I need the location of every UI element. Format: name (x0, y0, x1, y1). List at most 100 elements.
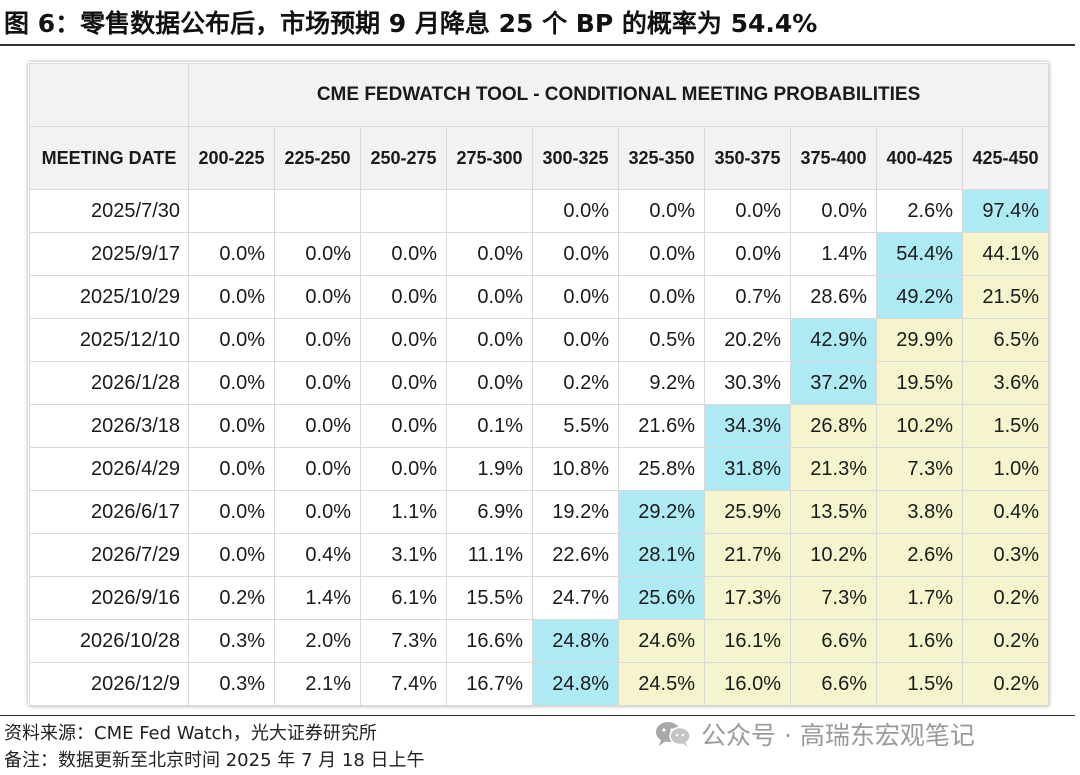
probability-cell: 21.3% (790, 447, 877, 491)
probability-cell: 3.1% (360, 533, 447, 577)
probability-cell: 7.3% (360, 619, 447, 663)
meeting-date-cell: 2025/12/10 (29, 318, 189, 362)
probability-cell: 34.3% (704, 404, 791, 448)
probability-cell: 0.0% (188, 318, 275, 362)
probability-cell: 3.8% (876, 490, 963, 534)
probability-cell: 0.0% (274, 447, 361, 491)
probability-cell: 0.0% (188, 232, 275, 276)
probability-cell: 25.8% (618, 447, 705, 491)
probability-cell (446, 189, 533, 233)
probability-cell: 2.6% (876, 189, 963, 233)
probability-cell: 16.6% (446, 619, 533, 663)
probability-cell: 24.8% (532, 619, 619, 663)
rate-range-header: 275-300 (446, 126, 533, 190)
probability-cell: 0.0% (618, 232, 705, 276)
probability-cell: 0.0% (532, 275, 619, 319)
probability-cell: 19.5% (876, 361, 963, 405)
rate-range-header: 225-250 (274, 126, 361, 190)
watermark-text: 公众号 · 高瑞东宏观笔记 (701, 721, 975, 750)
probability-cell: 0.3% (188, 662, 275, 706)
probability-cell: 2.6% (876, 533, 963, 577)
probability-cell: 0.3% (188, 619, 275, 663)
table-row: 2025/9/17 0.0% 0.0% 0.0% 0.0% 0.0% 0.0% 0.0% 1.4… (29, 232, 1050, 276)
probability-cell: 24.6% (618, 619, 705, 663)
table-row: 2025/12/10 0.0% 0.0% 0.0% 0.0% 0.0% 0.5% 20.2% 4… (29, 318, 1050, 362)
probability-cell: 0.0% (532, 189, 619, 233)
probability-cell: 19.2% (532, 490, 619, 534)
probability-cell: 0.0% (274, 232, 361, 276)
probability-cell: 1.4% (790, 232, 877, 276)
probability-cell: 6.1% (360, 576, 447, 620)
probability-cell: 0.0% (274, 361, 361, 405)
title-rule (0, 44, 1075, 46)
table-row: 2026/4/29 0.0% 0.0% 0.0% 1.9% 10.8% 25.8% 31.8%… (29, 447, 1050, 491)
table-row: 2026/3/18 0.0% 0.0% 0.0% 0.1% 5.5% 21.6% 34.3% 2… (29, 404, 1050, 448)
meeting-date-cell: 2025/10/29 (29, 275, 189, 319)
probability-cell: 28.1% (618, 533, 705, 577)
probability-cell: 1.5% (961, 404, 1050, 448)
probability-cell: 24.5% (618, 662, 705, 706)
table-row: 2025/10/29 0.0% 0.0% 0.0% 0.0% 0.0% 0.0% 0.7% 28… (29, 275, 1050, 319)
probability-cell: 10.8% (532, 447, 619, 491)
table-row: 2026/9/16 0.2% 1.4% 6.1% 15.5% 24.7% 25.6% 17.3… (29, 576, 1050, 620)
probability-cell: 11.1% (446, 533, 533, 577)
probability-cell: 10.2% (876, 404, 963, 448)
probability-cell: 16.1% (704, 619, 791, 663)
probability-cell: 16.0% (704, 662, 791, 706)
tool-title: CME FEDWATCH TOOL - CONDITIONAL MEETING … (187, 63, 1050, 127)
probability-cell: 5.5% (532, 404, 619, 448)
probability-cell: 0.0% (274, 318, 361, 362)
probability-cell: 0.5% (618, 318, 705, 362)
meeting-date-cell: 2025/9/17 (29, 232, 189, 276)
table-row: 2026/10/28 0.3% 2.0% 7.3% 16.6% 24.8% 24.6% 16.… (29, 619, 1050, 663)
probability-cell: 28.6% (790, 275, 877, 319)
probability-cell: 20.2% (704, 318, 791, 362)
probability-cell: 9.2% (618, 361, 705, 405)
probability-cell: 0.2% (961, 619, 1050, 663)
probability-cell: 6.6% (790, 619, 877, 663)
probability-cell: 0.0% (360, 361, 447, 405)
probability-cell: 24.8% (532, 662, 619, 706)
meeting-date-cell: 2026/12/9 (29, 662, 189, 706)
probability-cell: 22.6% (532, 533, 619, 577)
probability-cell: 0.0% (188, 404, 275, 448)
rate-range-header: 425-450 (961, 126, 1050, 190)
probability-cell: 0.0% (704, 232, 791, 276)
rate-range-header: 350-375 (704, 126, 791, 190)
probability-cell: 0.0% (274, 275, 361, 319)
probability-cell: 42.9% (790, 318, 877, 362)
probability-cell: 0.0% (188, 447, 275, 491)
probability-cell: 3.6% (961, 361, 1050, 405)
probability-cell: 1.0% (961, 447, 1050, 491)
probability-cell: 0.0% (360, 318, 447, 362)
meeting-date-cell: 2025/7/30 (29, 189, 189, 233)
probability-cell: 29.9% (876, 318, 963, 362)
probability-cell: 0.0% (360, 275, 447, 319)
meeting-date-cell: 2026/10/28 (29, 619, 189, 663)
probability-cell: 0.0% (274, 490, 361, 534)
probability-cell: 0.0% (188, 490, 275, 534)
table-row: 2026/12/9 0.3% 2.1% 7.4% 16.7% 24.8% 24.5% 16.0… (29, 662, 1050, 706)
rate-range-header: 325-350 (618, 126, 705, 190)
meeting-date-cell: 2026/7/29 (29, 533, 189, 577)
table-row: 2026/7/29 0.0% 0.4% 3.1% 11.1% 22.6% 28.1% 21.7… (29, 533, 1050, 577)
probability-cell: 0.0% (618, 275, 705, 319)
probability-cell: 6.6% (790, 662, 877, 706)
rate-range-header: 250-275 (360, 126, 447, 190)
probability-cell: 1.7% (876, 576, 963, 620)
probability-cell: 0.0% (360, 232, 447, 276)
probability-cell: 0.2% (961, 662, 1050, 706)
probability-cell: 7.4% (360, 662, 447, 706)
probability-cell: 1.4% (274, 576, 361, 620)
probability-cell: 17.3% (704, 576, 791, 620)
probability-cell: 37.2% (790, 361, 877, 405)
rate-range-header: 375-400 (790, 126, 877, 190)
meeting-date-cell: 2026/9/16 (29, 576, 189, 620)
probability-cell: 25.9% (704, 490, 791, 534)
table-row: 2025/7/30 0.0% 0.0% 0.0% 0.0% 2.6% 97.4% (29, 189, 1050, 233)
probability-cell: 7.3% (876, 447, 963, 491)
probability-cell: 10.2% (790, 533, 877, 577)
table-row: 2026/1/28 0.0% 0.0% 0.0% 0.0% 0.2% 9.2% 30.3% 37… (29, 361, 1050, 405)
table-corner-cell (29, 63, 189, 127)
probability-cell: 97.4% (961, 189, 1050, 233)
